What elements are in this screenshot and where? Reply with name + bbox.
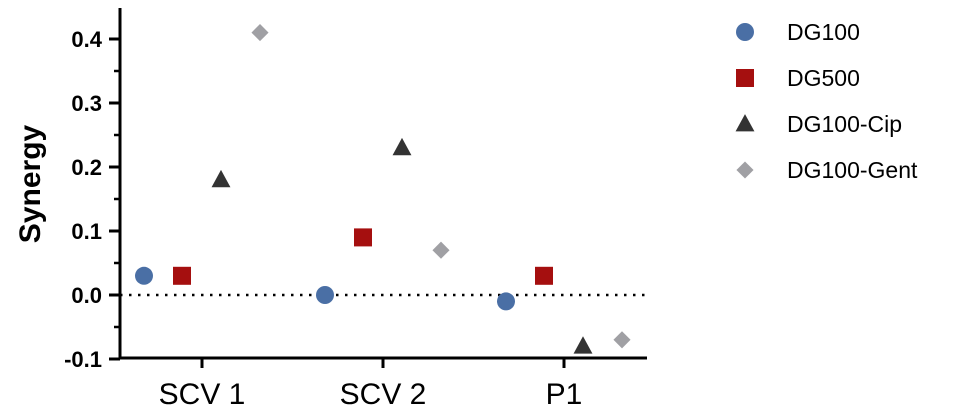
data-point-dg100-gent [251, 24, 269, 42]
legend-label: DG500 [787, 65, 860, 91]
x-tick-label: SCV 2 [340, 378, 427, 411]
y-tick-label: 0.2 [71, 155, 102, 180]
legend-marker-dg100 [736, 23, 754, 41]
y-ticks: -0.1 0.0 0.1 0.2 0.3 0.4 [64, 27, 120, 372]
y-tick-label: -0.1 [64, 347, 102, 372]
legend-label: DG100 [787, 19, 860, 45]
y-tick-label: 0.4 [71, 27, 102, 52]
data-point-dg100-cip [392, 137, 412, 156]
y-axis-title: Synergy [14, 124, 47, 243]
data-point-dg100 [135, 266, 153, 285]
data-point-dg100 [316, 286, 334, 304]
y-tick-label: 0.3 [71, 91, 102, 116]
legend-marker-dg100-gent [736, 161, 754, 179]
data-point-dg100-gent [432, 241, 450, 259]
legend: DG100 DG500 DG100-Cip DG100-Gent [735, 19, 918, 183]
data-point-dg500 [535, 266, 553, 285]
legend-label: DG100-Cip [787, 111, 902, 137]
y-tick-label: 0.1 [71, 219, 102, 244]
legend-label: DG100-Gent [787, 157, 918, 183]
y-tick-label: 0.0 [71, 283, 102, 308]
legend-marker-dg100-cip [735, 114, 755, 132]
data-points [135, 24, 631, 354]
data-point-dg100-gent [613, 331, 631, 349]
data-point-dg500 [354, 228, 372, 247]
data-point-dg100 [497, 292, 515, 311]
x-ticks: SCV 1 SCV 2 P1 [159, 358, 583, 411]
data-point-dg100-cip [573, 336, 593, 354]
x-tick-label: P1 [546, 378, 583, 411]
data-point-dg100-cip [211, 169, 231, 188]
data-point-dg500 [173, 266, 191, 285]
axes [118, 8, 647, 360]
legend-marker-dg500 [736, 69, 754, 87]
x-tick-label: SCV 1 [159, 378, 246, 411]
